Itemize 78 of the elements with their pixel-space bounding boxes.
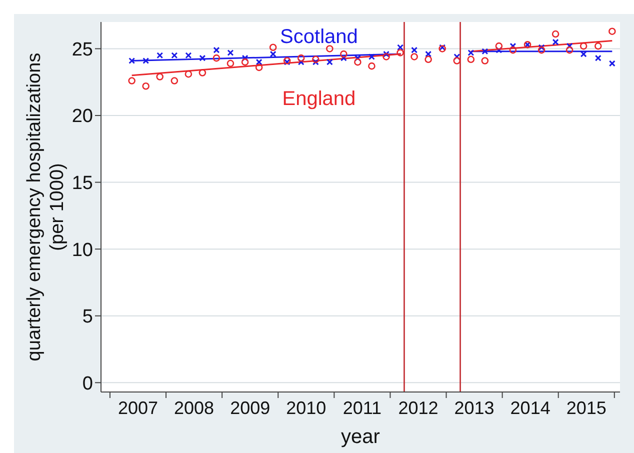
point [128,57,136,64]
point [552,30,560,38]
point [298,58,304,66]
point [142,82,150,90]
point [326,45,334,52]
point [538,46,546,54]
x-tick-label: 2012 [398,398,438,418]
y-axis-title: quarterly emergency hospitalizations (per 1000) [24,52,68,362]
point [128,77,136,84]
point [382,53,390,60]
point [170,77,178,84]
point [227,49,234,56]
point [297,54,305,62]
point [481,57,489,64]
x-tick-label: 2008 [174,398,214,418]
point [594,54,602,62]
series-label: England [282,88,356,110]
point [397,44,404,51]
point [510,42,516,50]
point [184,70,192,78]
point [411,46,418,54]
point [482,48,488,55]
point [198,69,206,76]
point [608,60,616,67]
y-tick-label: 15 [72,173,93,194]
point [410,53,418,60]
point [368,62,376,70]
point [269,44,277,52]
point [580,42,588,50]
point [255,64,263,72]
point [566,46,574,54]
x-tick-label: 2015 [566,398,606,418]
point [340,50,348,58]
point [226,60,234,68]
y-tick-label: 20 [72,106,93,128]
point [312,58,319,66]
point [608,28,616,35]
point [538,44,545,51]
y-tick-label: 0 [82,373,93,394]
x-tick-label: 2013 [454,398,494,418]
x-tick-label: 2014 [510,398,550,418]
point [270,50,276,58]
point [495,42,503,50]
point [594,42,602,50]
point [354,58,362,66]
x-tick-label: 2009 [230,398,270,418]
x-tick-label: 2010 [286,398,326,418]
point [454,53,460,60]
point [396,49,404,56]
point [509,46,517,54]
x-tick-label: 2007 [118,398,158,418]
point [566,42,573,50]
point [171,52,178,59]
point [312,56,320,64]
point [256,58,262,66]
point [425,50,432,58]
point [156,52,164,59]
point [326,58,333,66]
point [383,50,390,58]
x-axis-title: year [341,426,380,448]
point [552,38,559,46]
y-tick-label: 25 [72,39,93,60]
point [199,54,206,62]
point [156,73,164,80]
point [185,52,192,59]
y-tick-label: 5 [82,306,93,328]
series-label: Scotland [280,26,358,48]
point [212,54,220,62]
point [213,46,220,54]
point [142,57,150,64]
point [424,56,432,64]
point [453,57,461,64]
point [368,53,375,60]
point [242,54,248,62]
point [241,58,249,66]
point [467,56,475,64]
y-tick-label: 10 [72,240,93,261]
x-tick-label: 2011 [342,398,382,418]
